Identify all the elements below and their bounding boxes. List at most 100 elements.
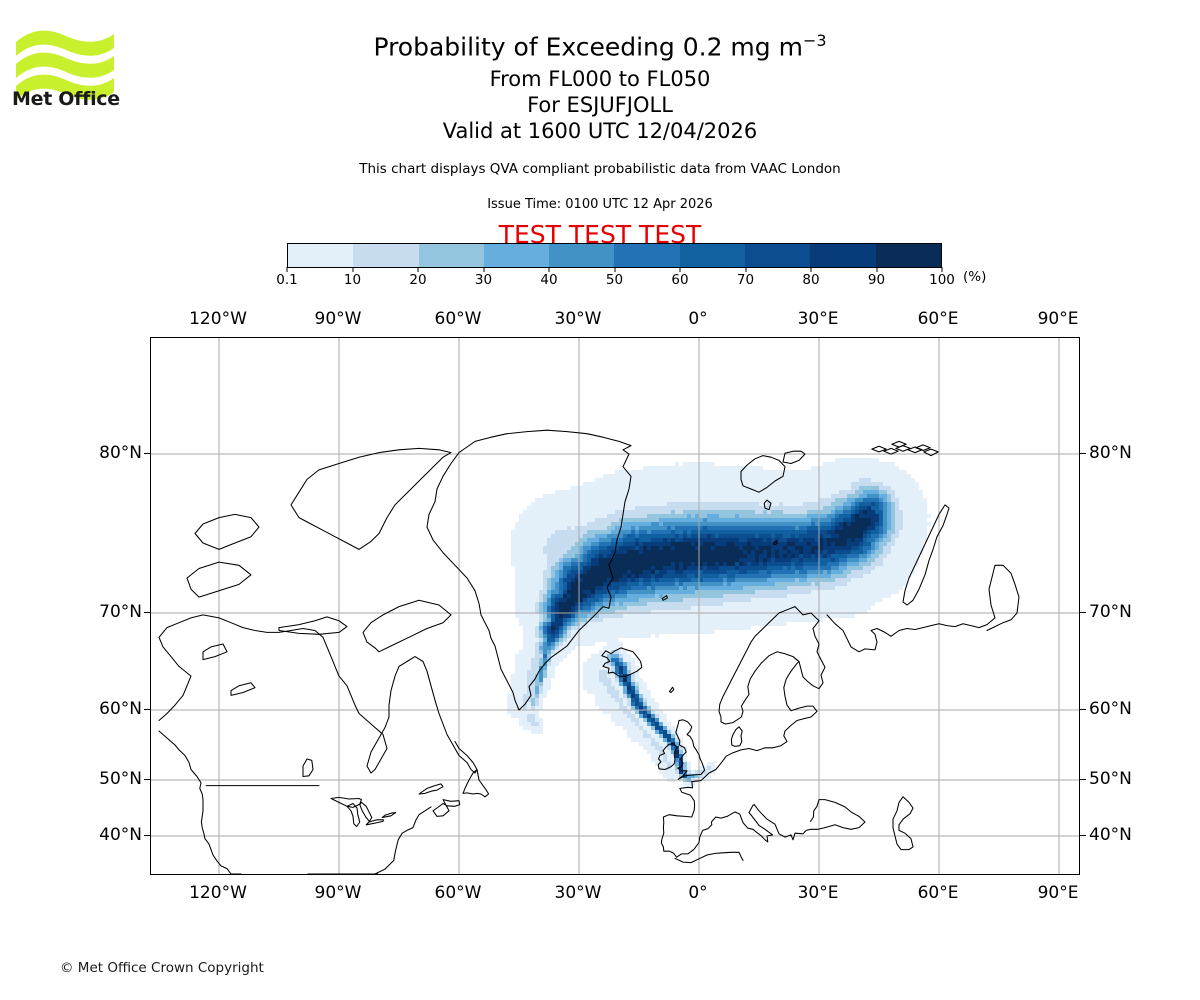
coastline-ellesmere-devon: [290, 447, 452, 550]
coastline-svalbard-spitsbergen: [740, 455, 786, 493]
coastline-franz-josef-3: [915, 444, 931, 452]
lon-label-bottom-30°E: 30°E: [797, 883, 839, 903]
coastlines: [158, 429, 1020, 874]
copyright-footer: © Met Office Crown Copyright: [60, 960, 264, 976]
coastline-king-william: [278, 616, 348, 635]
coastline-iceland: [601, 647, 643, 678]
coastline-lake-superior: [330, 796, 362, 808]
lon-label-top-30°W: 30°W: [554, 309, 602, 329]
coastline-baffin-island: [362, 599, 452, 653]
disclaimer-text: This chart displays QVA compliant probab…: [359, 161, 841, 178]
coastline-greenland: [426, 429, 632, 711]
coastline-baltic: [691, 656, 818, 783]
colorbar-tick-50: 50: [605, 272, 624, 288]
lon-label-bottom-60°W: 60°W: [434, 883, 482, 903]
colorbar-swatch-3: [483, 244, 550, 267]
coastline-nordaustlandet: [782, 450, 806, 465]
colorbar-tickmark: [679, 267, 681, 272]
lat-label-right-40°N: 40°N: [1089, 825, 1132, 845]
colorbar-tick-100: 100: [929, 272, 955, 288]
coastline-faroe-islands: [668, 686, 675, 694]
flight-levels-line: From FL000 to FL050: [489, 67, 711, 92]
lat-tick-left-40°N: [144, 835, 150, 836]
colorbar-swatch-0: [288, 244, 354, 267]
lon-label-bottom-60°E: 60°E: [917, 883, 959, 903]
coastline-lake-winnipeg: [302, 758, 314, 778]
lat-label-left-60°N: 60°N: [99, 699, 142, 719]
coastline-newfoundland: [462, 768, 490, 798]
colorbar-tick-labels: 0.1 10 20 30 40 50 60 70 80 90 100: [276, 267, 955, 290]
colorbar-tick-10: 10: [343, 272, 362, 288]
colorbar-tick-20: 20: [409, 272, 427, 288]
lat-tick-left-50°N: [144, 779, 150, 780]
coastline-lake-ontario: [381, 811, 397, 819]
colorbar-swatch-1: [353, 244, 419, 267]
colorbar-tickmark: [548, 267, 550, 272]
lat-label-left-80°N: 80°N: [99, 443, 142, 463]
colorbar-tickmark: [614, 267, 615, 272]
lon-label-top-30°E: 30°E: [797, 309, 839, 329]
lat-label-right-60°N: 60°N: [1089, 699, 1132, 719]
lon-label-top-90°E: 90°E: [1037, 309, 1079, 329]
coastline-lake-erie: [365, 819, 384, 826]
coastline-iberia-france: [660, 781, 728, 858]
lat-tick-right-40°N: [1080, 835, 1086, 836]
coastline-great-slave-lake: [230, 682, 256, 696]
coastline-usa-east-gulf: [307, 806, 432, 874]
coastline-great-bear-lake: [202, 643, 228, 661]
colorbar-tick-80: 80: [802, 272, 820, 288]
issue-time-text: Issue Time: 0100 UTC 12 Apr 2026: [487, 197, 713, 213]
page-title-exponent: −3: [802, 31, 827, 50]
colorbar-swatch-5: [614, 244, 680, 267]
lat-label-left-40°N: 40°N: [99, 825, 142, 845]
coastline-great-britain: [675, 719, 706, 780]
colorbar-tick-30: 30: [474, 272, 493, 288]
lat-tick-left-60°N: [144, 709, 150, 710]
coastline-nova-scotia: [432, 799, 461, 817]
lat-tick-left-70°N: [144, 612, 150, 613]
coastline-balkans-blacksea: [753, 799, 866, 841]
colorbar-tick-40: 40: [540, 272, 558, 288]
coastline-jan-mayen: [661, 594, 668, 601]
lat-label-right-50°N: 50°N: [1089, 769, 1132, 789]
colorbar-tickmark: [745, 267, 746, 272]
met-office-logo: [14, 26, 126, 118]
colorbar-swatch-9: [875, 244, 941, 267]
logo-waves-icon: [16, 30, 114, 100]
coastline-melville-island: [194, 513, 260, 550]
lat-label-right-80°N: 80°N: [1089, 443, 1132, 463]
colorbar-tickmark: [483, 267, 484, 272]
coastline-franz-josef-4: [891, 440, 907, 448]
volcano-line: For ESJUFJOLL: [527, 93, 673, 118]
map-plot-area: [150, 337, 1080, 875]
colorbar-units-label: (%): [963, 269, 987, 285]
colorbar-tickmark: [417, 267, 419, 272]
coastline-denmark: [730, 726, 743, 747]
coastline-north-america-north-hudson: [158, 614, 478, 774]
page-title: Probability of Exceeding 0.2 mg m−3: [0, 26, 1200, 62]
map-canvas: [151, 338, 1079, 874]
lon-label-bottom-120°W: 120°W: [189, 883, 247, 903]
lon-label-bottom-90°E: 90°E: [1037, 883, 1079, 903]
lat-tick-right-70°N: [1080, 612, 1086, 613]
coastline-lake-michigan: [346, 802, 361, 828]
colorbar-swatch-8: [810, 244, 876, 267]
lat-label-right-70°N: 70°N: [1089, 602, 1132, 622]
lon-label-top-0°: 0°: [688, 309, 708, 329]
coastline-edgeoya: [763, 499, 772, 511]
colorbar-tickmark: [941, 267, 943, 272]
lon-label-bottom-30°W: 30°W: [554, 883, 602, 903]
coastline-north-america-west: [158, 730, 242, 874]
coastline-scandinavia: [718, 606, 826, 725]
lat-label-left-50°N: 50°N: [99, 769, 142, 789]
lat-tick-right-50°N: [1080, 779, 1086, 780]
coastline-banks-victoria: [186, 561, 252, 598]
met-office-logo-text: Met Office: [12, 88, 120, 110]
colorbar-tickmark: [876, 267, 877, 272]
coastline-gaspe: [418, 783, 444, 795]
lon-label-top-60°W: 60°W: [434, 309, 482, 329]
coastline-franz-josef-5: [871, 445, 887, 453]
coastline-bear-island: [773, 540, 778, 546]
colorbar-swatch-7: [745, 244, 811, 267]
